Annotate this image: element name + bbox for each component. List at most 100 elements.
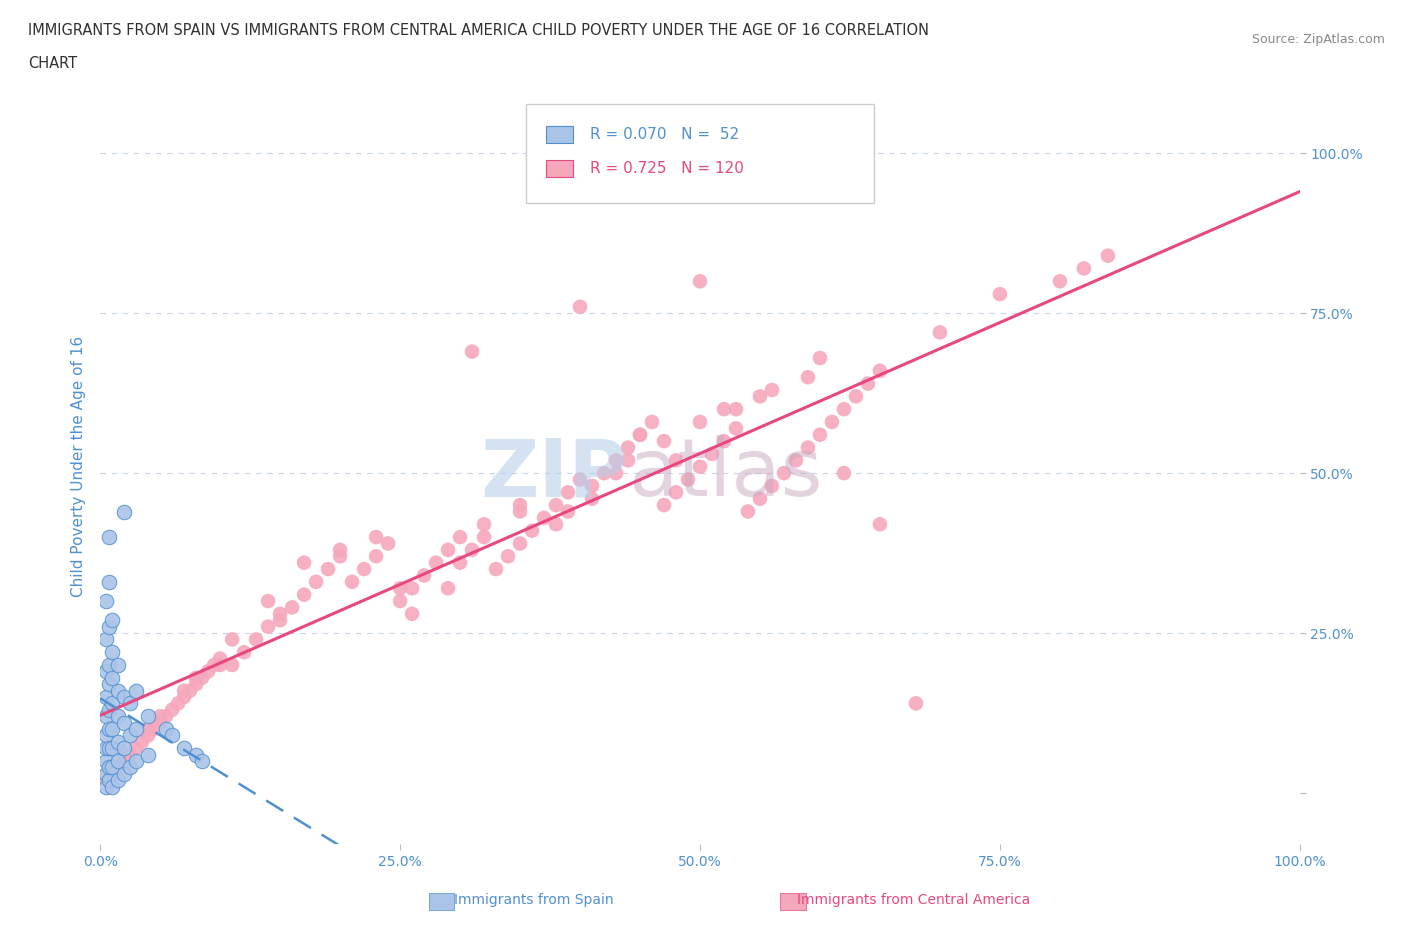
Point bbox=[191, 753, 214, 768]
Point bbox=[425, 555, 447, 570]
Point bbox=[485, 562, 508, 577]
Point bbox=[101, 696, 124, 711]
Point bbox=[112, 753, 135, 768]
Point bbox=[1073, 261, 1095, 276]
Point bbox=[449, 530, 471, 545]
Point bbox=[773, 466, 796, 481]
Point bbox=[605, 466, 627, 481]
Text: Immigrants from Spain: Immigrants from Spain bbox=[454, 893, 614, 908]
FancyBboxPatch shape bbox=[547, 126, 572, 143]
Point bbox=[628, 427, 651, 442]
Point bbox=[509, 536, 531, 551]
Point bbox=[749, 389, 772, 404]
Point bbox=[340, 575, 363, 590]
Point bbox=[353, 562, 375, 577]
Point bbox=[125, 722, 148, 737]
Point bbox=[808, 427, 831, 442]
Point bbox=[389, 593, 412, 608]
Point bbox=[184, 671, 207, 685]
Text: R = 0.070   N =  52: R = 0.070 N = 52 bbox=[589, 127, 738, 142]
Point bbox=[94, 773, 117, 788]
Point bbox=[544, 517, 567, 532]
Point bbox=[101, 760, 124, 775]
Point bbox=[101, 671, 124, 685]
Point bbox=[107, 709, 129, 724]
Text: R = 0.725   N = 120: R = 0.725 N = 120 bbox=[589, 161, 744, 176]
Point bbox=[94, 753, 117, 768]
Text: Immigrants from Central America: Immigrants from Central America bbox=[797, 893, 1031, 908]
Point bbox=[364, 549, 387, 564]
Point bbox=[785, 453, 807, 468]
Point bbox=[713, 402, 735, 417]
Point bbox=[97, 658, 120, 672]
Point bbox=[856, 376, 879, 391]
Point bbox=[628, 427, 651, 442]
Point bbox=[97, 722, 120, 737]
Point bbox=[569, 472, 592, 487]
Point bbox=[401, 581, 423, 596]
Point bbox=[149, 709, 172, 724]
Point bbox=[257, 593, 280, 608]
Point bbox=[269, 606, 291, 621]
Point bbox=[94, 664, 117, 679]
Point bbox=[292, 555, 315, 570]
FancyBboxPatch shape bbox=[547, 160, 572, 177]
Point bbox=[173, 689, 195, 704]
Point bbox=[461, 542, 484, 557]
Point bbox=[125, 740, 148, 755]
Point bbox=[533, 511, 555, 525]
Point bbox=[131, 735, 153, 750]
Point bbox=[94, 740, 117, 755]
Point bbox=[94, 593, 117, 608]
Point bbox=[569, 299, 592, 314]
Point bbox=[136, 709, 159, 724]
Point bbox=[191, 671, 214, 685]
Point bbox=[749, 491, 772, 506]
Point bbox=[437, 581, 460, 596]
Point bbox=[929, 325, 952, 339]
Point bbox=[292, 587, 315, 602]
Point bbox=[94, 709, 117, 724]
Point bbox=[617, 453, 640, 468]
Point bbox=[160, 702, 183, 717]
Point bbox=[233, 644, 256, 659]
Point bbox=[641, 415, 664, 430]
Point bbox=[112, 766, 135, 781]
Point bbox=[197, 664, 219, 679]
Point bbox=[245, 632, 267, 647]
Point bbox=[112, 747, 135, 762]
Point bbox=[472, 517, 495, 532]
Point bbox=[472, 530, 495, 545]
Point bbox=[689, 273, 711, 288]
Point bbox=[845, 389, 868, 404]
Point bbox=[136, 728, 159, 743]
Point bbox=[689, 459, 711, 474]
Point bbox=[120, 760, 142, 775]
Point bbox=[1049, 273, 1071, 288]
Point bbox=[401, 606, 423, 621]
Point bbox=[184, 747, 207, 762]
Point bbox=[689, 415, 711, 430]
Point bbox=[713, 433, 735, 448]
Point bbox=[520, 524, 543, 538]
Point bbox=[761, 479, 783, 494]
Point bbox=[389, 581, 412, 596]
Point bbox=[700, 446, 723, 461]
Point bbox=[125, 753, 148, 768]
Point bbox=[97, 619, 120, 634]
Point bbox=[101, 644, 124, 659]
Point bbox=[509, 498, 531, 512]
Text: CHART: CHART bbox=[28, 56, 77, 71]
Point bbox=[143, 722, 166, 737]
Point bbox=[125, 684, 148, 698]
Point bbox=[112, 740, 135, 755]
Point bbox=[544, 498, 567, 512]
Point bbox=[257, 619, 280, 634]
Point bbox=[808, 351, 831, 365]
Point bbox=[136, 722, 159, 737]
Point bbox=[832, 466, 855, 481]
Point bbox=[97, 677, 120, 692]
Point bbox=[112, 689, 135, 704]
Point bbox=[797, 440, 820, 455]
Point bbox=[94, 766, 117, 781]
